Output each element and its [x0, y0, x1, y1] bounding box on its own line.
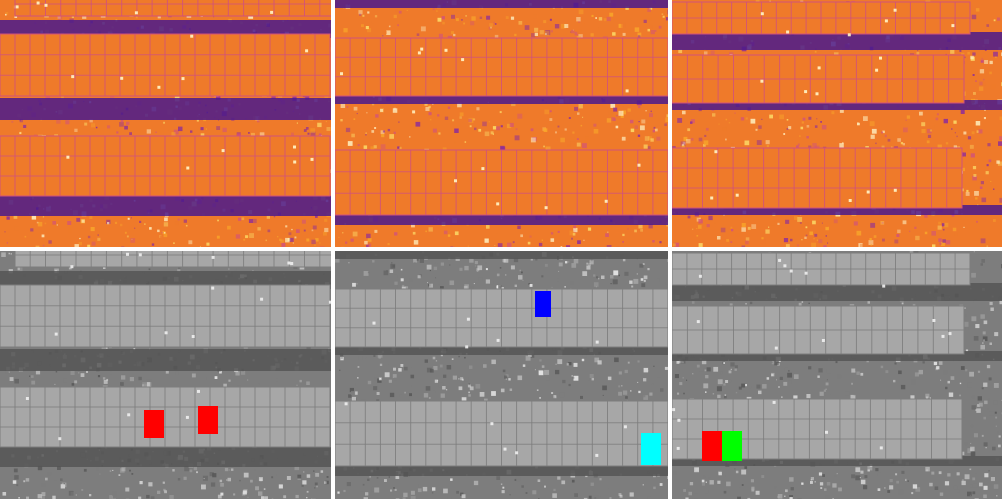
- grayscale-tile-2: [335, 251, 668, 499]
- defect-highlight: [722, 431, 742, 461]
- defect-highlight: [702, 431, 722, 461]
- grayscale-tile-1: [0, 251, 331, 499]
- thermal-tile-3: [672, 0, 1002, 247]
- thermal-tile-2: [335, 0, 668, 247]
- defect-highlight: [535, 291, 551, 317]
- defect-highlight: [641, 433, 661, 465]
- defect-highlight: [198, 406, 218, 434]
- defect-highlight: [144, 410, 164, 438]
- grayscale-tile-3: [672, 251, 1002, 499]
- thermal-tile-1: [0, 0, 331, 247]
